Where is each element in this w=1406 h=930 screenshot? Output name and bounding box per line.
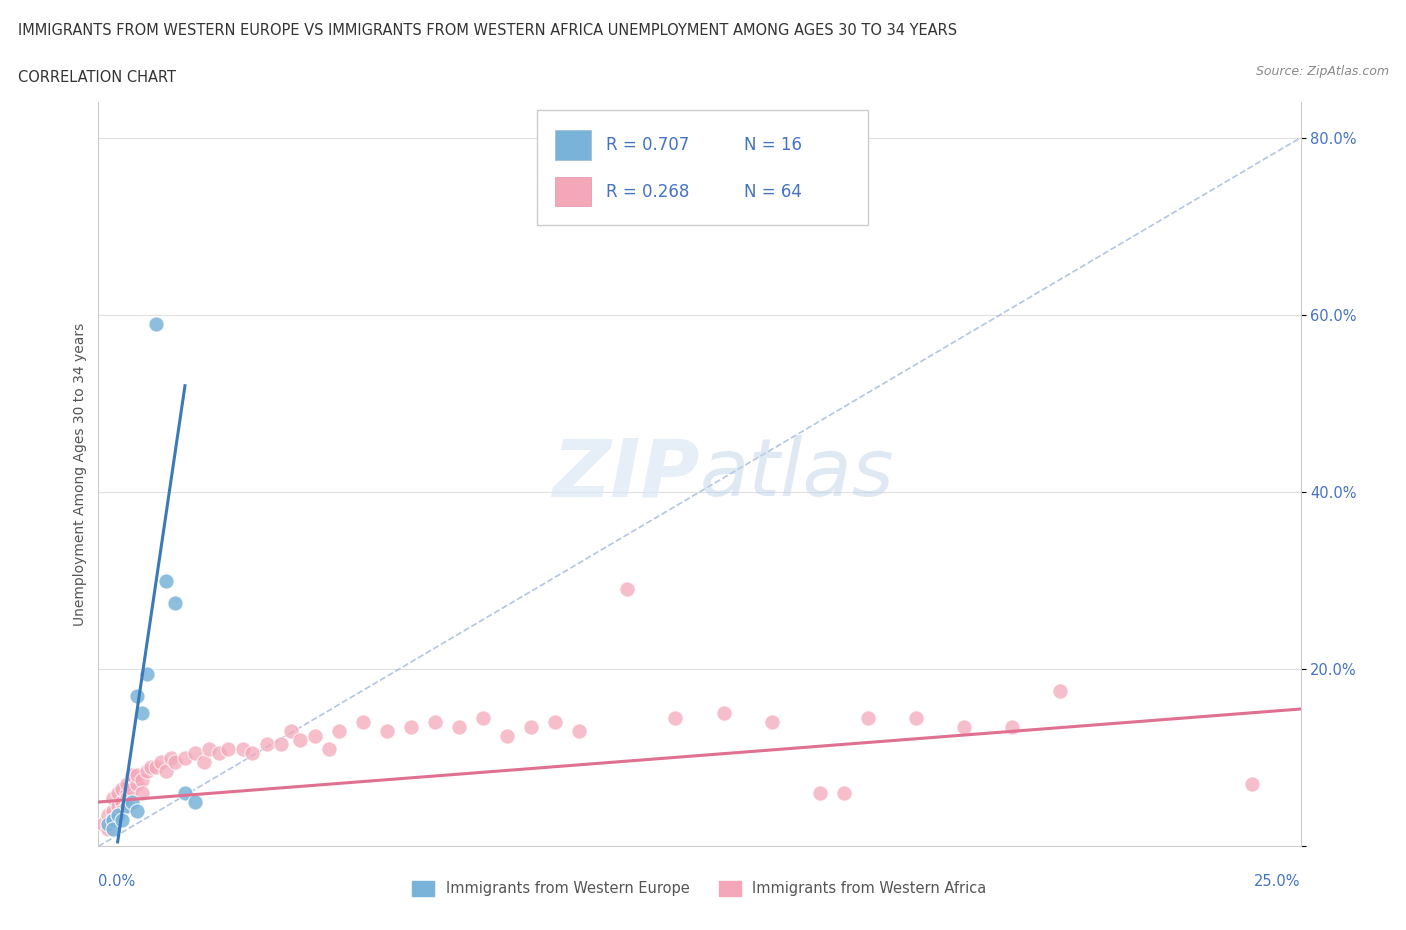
Point (155, 573, 177, 588)
Point (131, 773, 153, 788)
Point (217, 741, 239, 756)
Point (141, 759, 163, 774)
Point (125, 688, 148, 703)
Point (198, 741, 221, 756)
Point (856, 711, 879, 725)
Point (616, 582, 638, 597)
Point (121, 794, 143, 809)
Y-axis label: Unemployment Among Ages 30 to 34 years: Unemployment Among Ages 30 to 34 years (73, 323, 87, 626)
Point (121, 768, 143, 783)
Text: R = 0.268: R = 0.268 (606, 182, 689, 201)
Point (131, 786, 153, 801)
Point (101, 804, 124, 818)
Point (544, 715, 567, 730)
Point (165, 595, 187, 610)
Point (97, 808, 120, 823)
Point (111, 794, 134, 809)
Point (155, 764, 177, 778)
Point (117, 790, 139, 805)
Legend: Immigrants from Western Europe, Immigrants from Western Africa: Immigrants from Western Europe, Immigran… (406, 875, 993, 902)
Point (97, 817, 120, 831)
Text: R = 0.707: R = 0.707 (606, 136, 689, 153)
Point (193, 755, 215, 770)
Text: 25.0%: 25.0% (1254, 874, 1301, 889)
Point (472, 711, 495, 725)
Point (101, 790, 124, 805)
Point (904, 711, 927, 725)
Point (149, 755, 172, 770)
Point (174, 751, 197, 765)
Point (318, 741, 340, 756)
Point (125, 777, 148, 791)
Point (107, 799, 129, 814)
Point (256, 737, 278, 751)
Point (304, 728, 326, 743)
Point (125, 768, 148, 783)
Point (290, 733, 312, 748)
Point (568, 724, 591, 738)
Text: N = 64: N = 64 (744, 182, 801, 201)
Point (375, 724, 398, 738)
Point (328, 724, 350, 738)
Point (280, 724, 302, 738)
Text: IMMIGRANTS FROM WESTERN EUROPE VS IMMIGRANTS FROM WESTERN AFRICA UNEMPLOYMENT AM: IMMIGRANTS FROM WESTERN EUROPE VS IMMIGR… (18, 23, 957, 38)
Point (174, 786, 197, 801)
Point (240, 746, 263, 761)
Point (423, 715, 446, 730)
Point (761, 715, 783, 730)
Point (101, 812, 124, 827)
Point (121, 781, 143, 796)
FancyBboxPatch shape (555, 130, 592, 160)
Point (135, 666, 157, 681)
Point (1241, 777, 1264, 791)
Point (125, 804, 148, 818)
Point (713, 706, 735, 721)
Point (117, 786, 139, 801)
Point (111, 781, 134, 796)
Point (953, 719, 976, 734)
Point (399, 719, 422, 734)
Text: CORRELATION CHART: CORRELATION CHART (18, 70, 176, 85)
Point (183, 794, 205, 809)
Point (808, 786, 831, 801)
Point (101, 812, 124, 827)
Point (1049, 684, 1071, 698)
Point (270, 737, 292, 751)
Point (165, 755, 187, 770)
Text: ZIP: ZIP (553, 435, 699, 513)
Point (135, 764, 157, 778)
Point (145, 316, 167, 331)
Point (97, 821, 120, 836)
Text: Source: ZipAtlas.com: Source: ZipAtlas.com (1256, 65, 1389, 78)
Point (1001, 719, 1024, 734)
Text: atlas: atlas (699, 435, 894, 513)
Point (111, 804, 134, 818)
Point (520, 719, 543, 734)
Point (664, 711, 686, 725)
Point (91, 817, 114, 831)
Point (352, 715, 374, 730)
Point (208, 746, 231, 761)
Point (145, 759, 167, 774)
Point (159, 751, 181, 765)
Point (107, 808, 129, 823)
Text: 0.0%: 0.0% (98, 874, 135, 889)
FancyBboxPatch shape (537, 110, 868, 225)
Point (111, 812, 134, 827)
Point (117, 799, 139, 814)
FancyBboxPatch shape (555, 177, 592, 206)
Point (496, 728, 519, 743)
Point (107, 786, 129, 801)
Text: N = 16: N = 16 (744, 136, 801, 153)
Point (101, 821, 124, 836)
Point (183, 746, 205, 761)
Point (232, 741, 254, 756)
Point (832, 786, 855, 801)
Point (447, 719, 470, 734)
Point (117, 777, 139, 791)
Point (131, 706, 153, 721)
